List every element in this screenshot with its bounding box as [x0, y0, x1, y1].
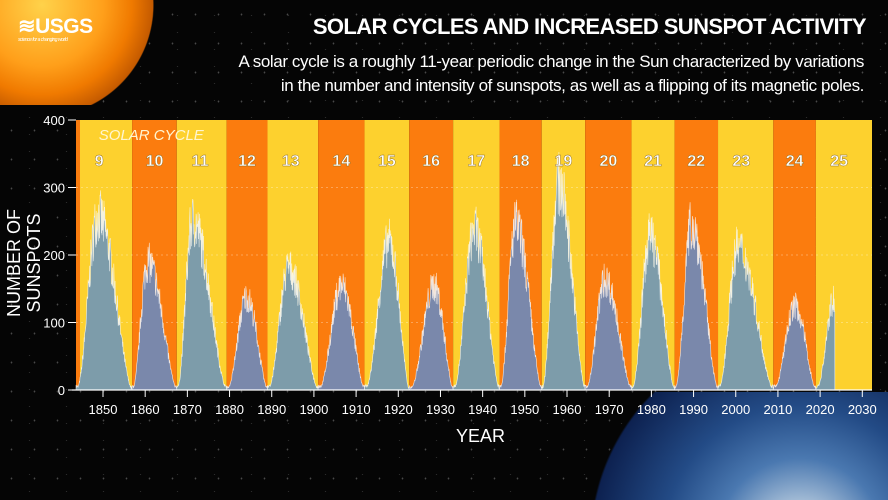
sunspot-area-cycle-9 — [75, 190, 133, 391]
cycle-number-label: 12 — [238, 153, 256, 170]
x-tick-label: 1920 — [384, 402, 413, 417]
x-tick-label: 2010 — [763, 402, 792, 417]
x-tick-label: 1940 — [468, 402, 497, 417]
y-axis-label: NUMBER OF SUNSPOTS — [4, 209, 44, 317]
cycle-number-label: 17 — [467, 153, 485, 170]
usgs-logo: ≋USGS science for a changing world — [18, 15, 93, 43]
x-tick-label: 1990 — [679, 402, 708, 417]
x-tick-label: 2020 — [806, 402, 835, 417]
cycle-number-label: 25 — [830, 153, 848, 170]
x-tick-label: 1850 — [89, 402, 118, 417]
x-tick-label: 1910 — [342, 402, 371, 417]
cycle-number-label: 22 — [687, 153, 705, 170]
cycle-number-label: 9 — [95, 153, 104, 170]
cycle-number-label: 15 — [378, 153, 396, 170]
x-tick-label: 2030 — [848, 402, 877, 417]
x-tick-label: 1960 — [553, 402, 582, 417]
y-tick-label: 0 — [58, 383, 65, 398]
cycle-number-label: 18 — [512, 153, 530, 170]
sunspot-area-cycle-22 — [674, 202, 719, 391]
cycle-number-label: 14 — [332, 153, 350, 170]
sunspot-area-cycle-13 — [267, 251, 319, 391]
x-tick-label: 1890 — [257, 402, 286, 417]
y-tick-label: 300 — [43, 181, 65, 196]
sunspot-area-cycle-17 — [452, 206, 500, 391]
sunspot-area-cycle-21 — [631, 213, 675, 391]
y-tick-label: 200 — [43, 248, 65, 263]
page-title: SOLAR CYCLES AND INCREASED SUNSPOT ACTIV… — [312, 14, 867, 39]
cycle-number-label: 11 — [192, 153, 209, 170]
cycle-number-label: 16 — [422, 153, 440, 170]
sun-image — [0, 0, 155, 105]
x-tick-label: 1950 — [510, 402, 539, 417]
sunspot-area-cycle-16 — [408, 272, 454, 391]
x-tick-label: 1980 — [637, 402, 666, 417]
subtitle-line-2: in the number and intensity of sunspots,… — [280, 76, 864, 95]
sunspot-area-cycle-23 — [717, 226, 774, 391]
cycle-band-8-remnant — [76, 120, 80, 390]
sunspot-area-cycle-19 — [541, 152, 586, 391]
y-tick-label: 100 — [43, 316, 65, 331]
x-tick-label: 1930 — [426, 402, 455, 417]
x-tick-label: 1880 — [215, 402, 244, 417]
sunspot-area-cycle-10 — [131, 242, 178, 391]
cycle-number-label: 21 — [644, 153, 662, 170]
x-tick-label: 1970 — [595, 402, 624, 417]
sunspot-area-cycle-20 — [584, 263, 632, 391]
sunspot-area-cycle-24 — [772, 292, 817, 391]
solar-cycle-label: SOLAR CYCLE — [99, 127, 205, 144]
x-tick-label: 1900 — [299, 402, 328, 417]
sunspot-area-cycle-11 — [176, 199, 227, 391]
subtitle: A solar cycle is a roughly 11-year perio… — [238, 50, 864, 98]
sunspot-area-cycle-25 — [815, 285, 836, 391]
sunspot-area-cycle-14 — [317, 273, 365, 391]
subtitle-line-1: A solar cycle is a roughly 11-year perio… — [238, 52, 864, 71]
cycle-number-label: 13 — [282, 153, 300, 170]
x-tick-label: 2000 — [721, 402, 750, 417]
sunspot-area-cycle-15 — [364, 218, 410, 391]
x-tick-label: 1870 — [173, 402, 202, 417]
cycle-number-label: 20 — [599, 153, 617, 170]
cycle-number-label: 23 — [732, 153, 750, 170]
y-tick-label: 400 — [43, 113, 65, 128]
x-tick-label: 1860 — [131, 402, 160, 417]
cycle-number-label: 10 — [146, 153, 164, 170]
sunspot-area-cycle-12 — [226, 286, 268, 391]
cycle-number-label: 19 — [555, 153, 573, 170]
sunspot-area-cycle-18 — [499, 199, 543, 391]
x-axis-label: YEAR — [456, 426, 506, 446]
earth-image — [590, 392, 888, 500]
cycle-number-label: 24 — [786, 153, 804, 170]
